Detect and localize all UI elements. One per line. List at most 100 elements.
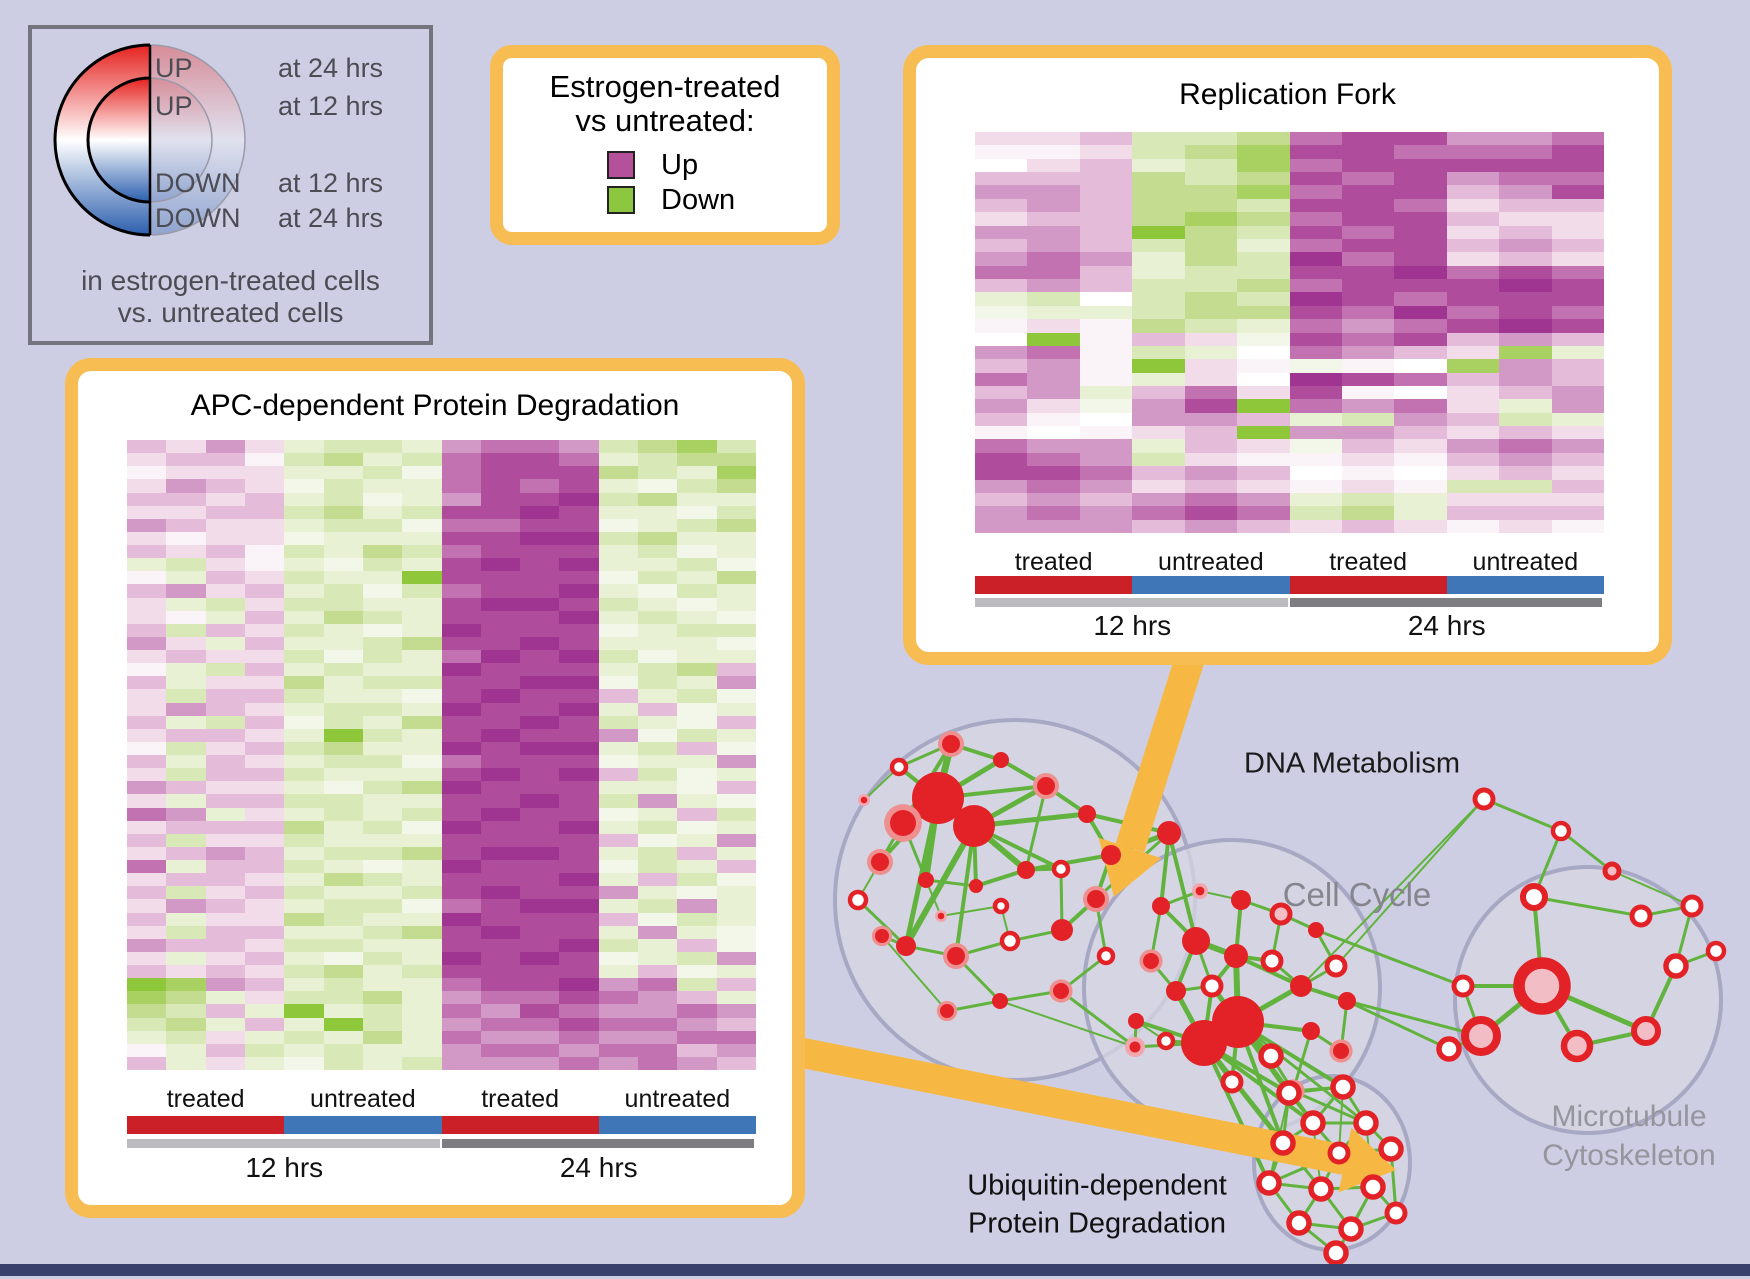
link-arrowhead-1 bbox=[1338, 1127, 1396, 1193]
network-node bbox=[947, 947, 965, 965]
rf-condition-bar bbox=[975, 576, 1604, 594]
network-node bbox=[1269, 902, 1293, 926]
network-node bbox=[1472, 787, 1496, 811]
replication-fork-panel: Replication Fork treated untreated treated… bbox=[903, 45, 1672, 665]
network-edge bbox=[940, 905, 1002, 917]
network-edge bbox=[1345, 999, 1483, 1038]
network-node bbox=[1152, 897, 1170, 915]
network-edge bbox=[1345, 999, 1451, 1051]
network-node bbox=[1308, 922, 1324, 938]
updown-title-line1: Estrogen-treated bbox=[549, 69, 781, 104]
network-node bbox=[992, 897, 1010, 915]
condition-bar-segment bbox=[1446, 576, 1604, 594]
updown-legend-box: Estrogen-treated vs untreated: Up Down bbox=[490, 45, 840, 245]
network-node bbox=[1096, 946, 1116, 966]
rf-time-labels: 12 hrs 24 hrs bbox=[975, 610, 1604, 642]
network-node bbox=[1256, 1170, 1282, 1196]
network-edge bbox=[1167, 831, 1198, 943]
network-node bbox=[1308, 1176, 1334, 1202]
network-node bbox=[969, 879, 983, 893]
network-node bbox=[1051, 919, 1073, 941]
rf-condition-labels: treated untreated treated untreated bbox=[975, 548, 1604, 577]
network-node bbox=[1560, 1029, 1594, 1063]
network-node bbox=[1260, 949, 1284, 973]
time-label: 12 hrs bbox=[1093, 610, 1172, 641]
node-pink-core bbox=[937, 912, 945, 920]
rf-heatmap bbox=[975, 132, 1604, 533]
condition-label: untreated bbox=[624, 1085, 731, 1113]
bottom-border bbox=[0, 1264, 1750, 1276]
scale-caption-line1: in estrogen-treated cells bbox=[81, 265, 380, 296]
condition-label: untreated bbox=[310, 1085, 416, 1113]
network-node bbox=[912, 772, 964, 824]
updown-scale-circles-icon bbox=[53, 43, 246, 237]
network-node bbox=[942, 735, 960, 753]
network-node bbox=[1451, 974, 1475, 998]
network-node bbox=[1631, 1016, 1661, 1046]
condition-bar-segment bbox=[284, 1116, 442, 1134]
network-label: DNA Metabolism bbox=[1244, 747, 1460, 780]
condition-label: treated bbox=[166, 1085, 245, 1113]
network-label: Ubiquitin-dependent bbox=[967, 1169, 1227, 1202]
network-edge bbox=[1059, 989, 1137, 1049]
network-node bbox=[1353, 1110, 1379, 1136]
network-node bbox=[1037, 777, 1055, 795]
network-edge bbox=[1482, 797, 1563, 833]
network-edge bbox=[1236, 1020, 1368, 1125]
apc-panel-title: APC-dependent Protein Degradation bbox=[190, 389, 680, 422]
network-node bbox=[1182, 927, 1210, 955]
network-node bbox=[1705, 940, 1727, 962]
network-edge bbox=[1202, 1041, 1271, 1185]
network-edge bbox=[856, 898, 908, 948]
network-edge bbox=[1335, 798, 1485, 967]
rf-time-bar bbox=[975, 598, 1604, 607]
network-node bbox=[953, 805, 995, 847]
network-edge bbox=[1291, 1089, 1368, 1125]
network-node bbox=[1286, 1210, 1312, 1236]
scale-label-time-3: at 24 hrs bbox=[278, 203, 384, 233]
condition-bar-segment bbox=[127, 1116, 285, 1134]
network-node bbox=[1220, 1070, 1244, 1094]
network-edge bbox=[1159, 831, 1171, 908]
network-node bbox=[1290, 975, 1312, 997]
network-label: Cytoskeleton bbox=[1542, 1139, 1716, 1172]
network-node bbox=[1181, 1020, 1227, 1066]
network-label: Microtubule bbox=[1551, 1100, 1707, 1133]
network-node bbox=[1338, 992, 1356, 1010]
network-node bbox=[1087, 890, 1105, 908]
network-node bbox=[1680, 894, 1704, 918]
condition-bar-segment bbox=[598, 1116, 756, 1134]
network-node bbox=[1200, 974, 1224, 998]
condition-bar-segment bbox=[441, 1116, 599, 1134]
network-edge bbox=[1024, 784, 1048, 872]
network-node bbox=[1360, 1174, 1386, 1200]
condition-label: untreated bbox=[1158, 548, 1264, 576]
network-node bbox=[1338, 1216, 1364, 1242]
network-node bbox=[1300, 1110, 1326, 1136]
network-node bbox=[1436, 1036, 1462, 1062]
network-node bbox=[1384, 1201, 1408, 1225]
network-node bbox=[1270, 1130, 1296, 1156]
network-label: Protein Degradation bbox=[968, 1207, 1226, 1240]
up-label: Up bbox=[661, 148, 699, 181]
network-node bbox=[1224, 944, 1248, 968]
network-edge bbox=[924, 878, 978, 888]
apc-time-bar bbox=[127, 1139, 756, 1148]
scale-label-dir-2: DOWN bbox=[155, 168, 241, 198]
network-label: Cell Cycle bbox=[1282, 876, 1432, 913]
condition-bar-segment bbox=[1289, 576, 1447, 594]
network-edge bbox=[1559, 829, 1614, 873]
network-edge bbox=[1300, 798, 1485, 987]
network-node bbox=[1231, 890, 1251, 910]
network-edge bbox=[999, 1000, 1136, 1048]
node-pink-core bbox=[860, 796, 868, 804]
network-edge bbox=[881, 935, 948, 1012]
network-node bbox=[1258, 1043, 1284, 1069]
link-arrow-0 bbox=[1115, 647, 1207, 853]
network-node bbox=[1323, 1240, 1349, 1266]
network-node bbox=[1302, 1022, 1320, 1040]
apc-heatmap bbox=[127, 440, 756, 1070]
network-node bbox=[918, 872, 934, 888]
